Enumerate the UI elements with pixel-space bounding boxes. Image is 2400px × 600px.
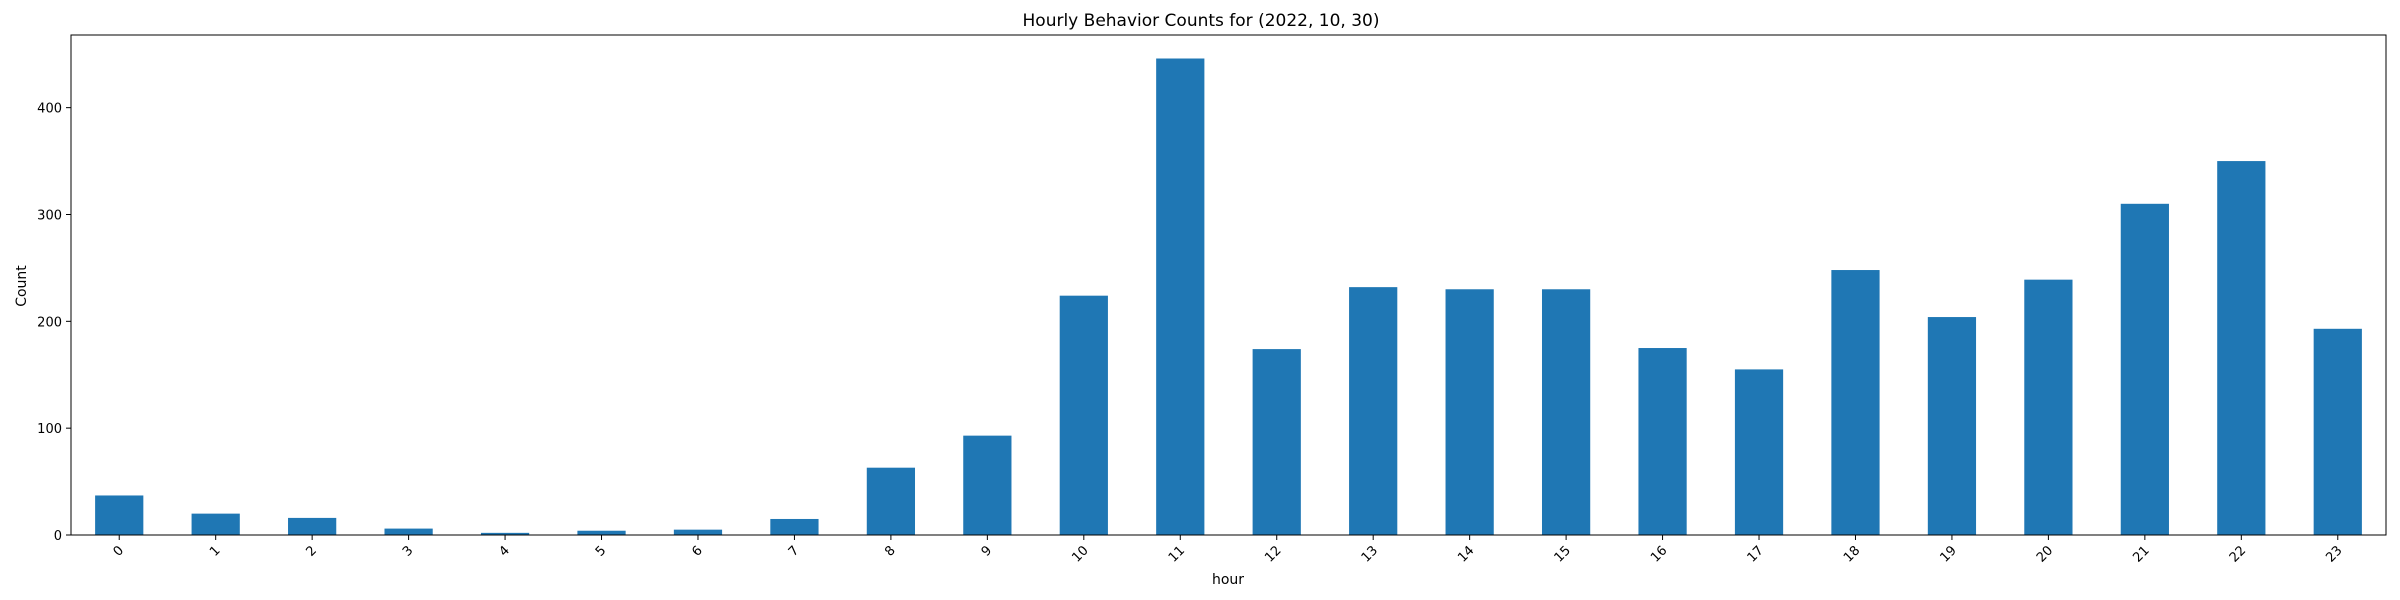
- x-tick-label: 12: [1262, 543, 1284, 565]
- bar-hour-10: [1059, 295, 1108, 535]
- x-tick-label: 11: [1166, 543, 1188, 565]
- x-tick-label: 16: [1648, 543, 1670, 565]
- x-tick-label: 20: [2034, 543, 2056, 565]
- x-tick-label: 2: [304, 543, 320, 559]
- plot-frame: [70, 34, 2387, 536]
- x-tick-label: 7: [786, 543, 802, 559]
- bar-hour-8: [866, 467, 916, 535]
- bar-hour-14: [1445, 289, 1494, 535]
- bar-hour-3: [384, 528, 433, 535]
- x-tick-label: 0: [111, 543, 127, 559]
- bar-hour-21: [2120, 203, 2169, 536]
- y-tick-label: 0: [54, 529, 62, 544]
- bar-hour-2: [288, 517, 337, 535]
- bar-hour-5: [577, 530, 626, 535]
- bar-hour-0: [95, 495, 144, 535]
- bar-hour-18: [1831, 270, 1880, 535]
- x-axis-title: hour: [1212, 572, 1244, 588]
- bar-hour-7: [770, 518, 819, 535]
- y-tick-label: 400: [37, 102, 62, 117]
- bar-hour-15: [1541, 289, 1591, 535]
- x-tick-label: 14: [1455, 543, 1477, 565]
- x-tick-label: 21: [2130, 543, 2152, 565]
- x-tick-label: 15: [1552, 543, 1574, 565]
- y-tick-label: 100: [37, 422, 62, 437]
- x-tick-label: 10: [1069, 543, 1091, 565]
- x-tick-label: 13: [1359, 543, 1381, 565]
- bar-hour-12: [1252, 349, 1301, 535]
- x-tick-label: 19: [1937, 543, 1959, 565]
- bar-hour-11: [1156, 58, 1205, 535]
- x-tick-label: 8: [882, 543, 898, 559]
- y-tick-label: 300: [37, 208, 62, 223]
- x-tick-label: 1: [207, 543, 223, 559]
- bar-hour-23: [2313, 328, 2362, 535]
- bar-hour-20: [2024, 279, 2073, 535]
- x-tick-label: 3: [400, 543, 416, 559]
- bar-hour-16: [1638, 348, 1687, 535]
- x-tick-label: 23: [2323, 543, 2345, 565]
- bar-hour-17: [1734, 369, 1784, 535]
- x-tick-label: 17: [1745, 543, 1767, 565]
- chart-title: Hourly Behavior Counts for (2022, 10, 30…: [1023, 11, 1380, 31]
- bar-hour-22: [2217, 161, 2266, 535]
- y-axis-title: Count: [14, 265, 30, 307]
- bar-hour-9: [963, 435, 1012, 535]
- x-tick-label: 4: [496, 543, 512, 559]
- x-tick-label: 6: [689, 543, 705, 559]
- x-tick-label: 9: [979, 543, 995, 559]
- bar-hour-19: [1927, 317, 1977, 535]
- bar-hour-13: [1349, 287, 1398, 535]
- y-tick-label: 200: [37, 315, 62, 330]
- x-tick-label: 22: [2227, 543, 2249, 565]
- bar-hour-4: [480, 532, 530, 535]
- x-tick-label: 5: [593, 543, 609, 559]
- x-tick-label: 18: [1841, 543, 1863, 565]
- bar-hour-1: [191, 513, 240, 535]
- bar-hour-6: [673, 529, 723, 535]
